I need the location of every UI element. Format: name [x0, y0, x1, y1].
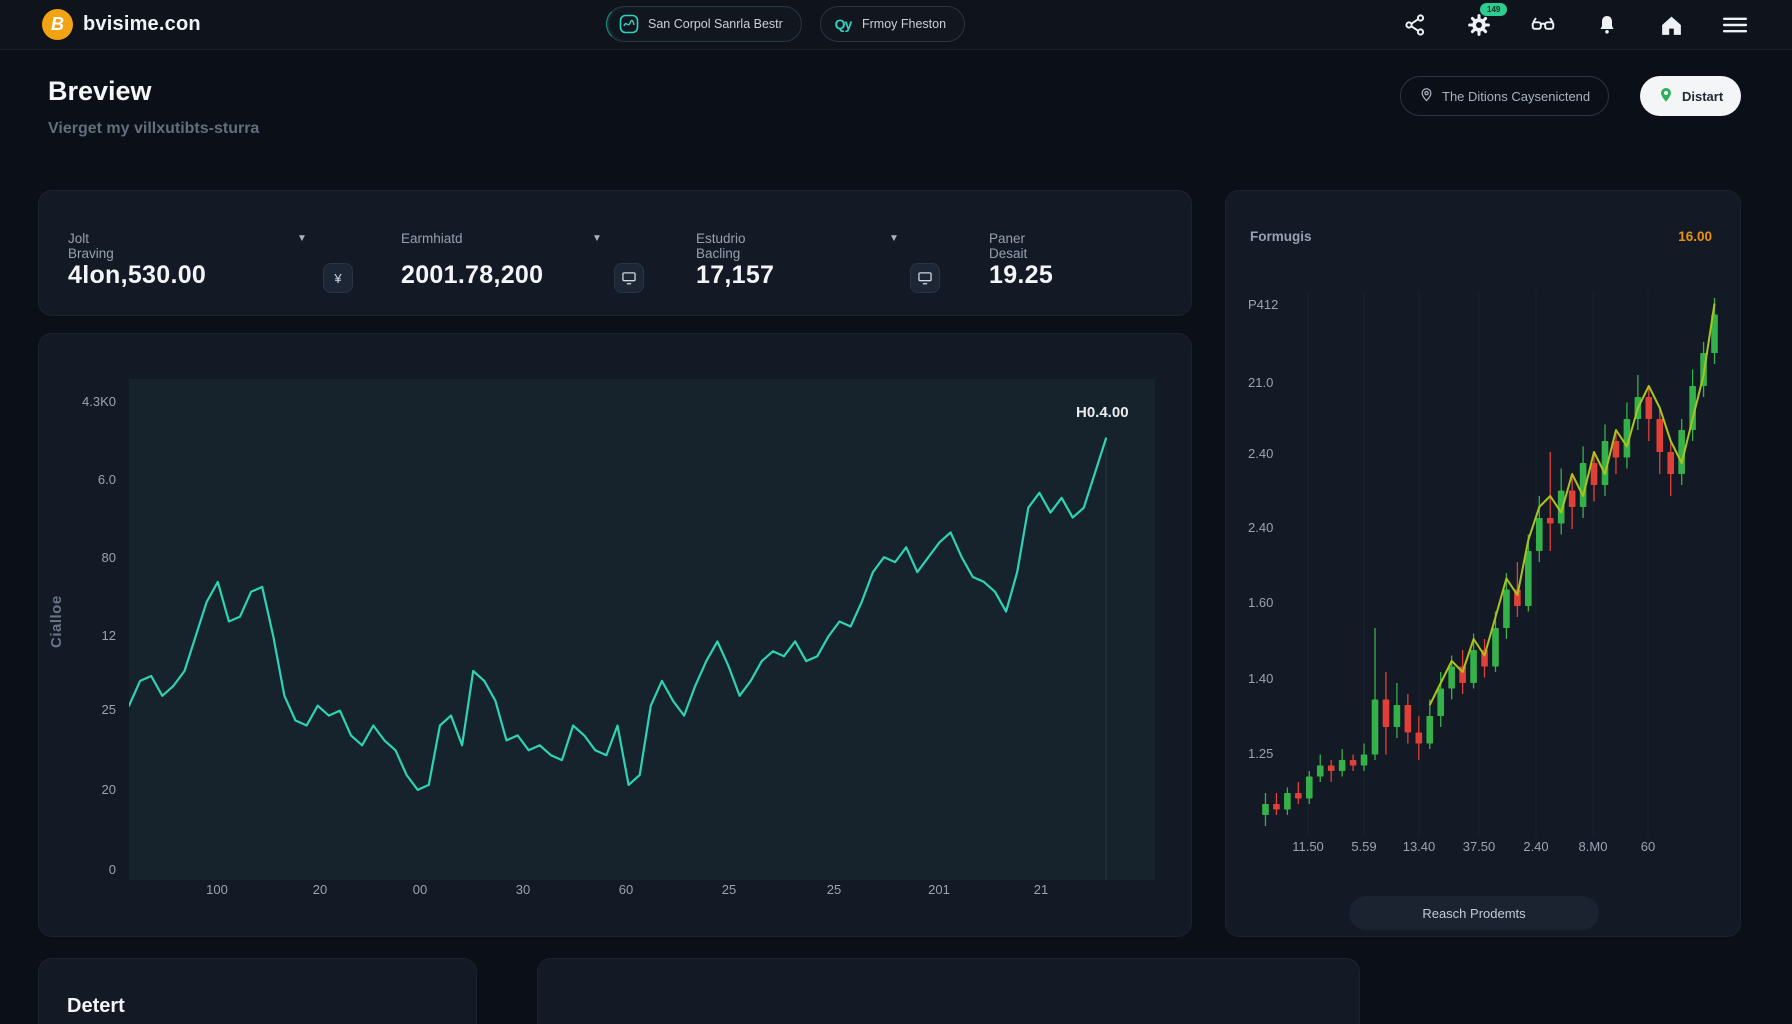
- ditions-button-label: The Ditions Caysenictend: [1442, 88, 1591, 104]
- x-tick: 60: [618, 882, 634, 897]
- distart-button[interactable]: Distart: [1640, 76, 1742, 116]
- y-tick: 0: [108, 862, 116, 877]
- y-tick: 1.60: [1248, 595, 1274, 610]
- chevron-down-icon[interactable]: ▼: [297, 233, 307, 244]
- candlestick-chart: [1262, 291, 1718, 837]
- yen-glyph: ¥: [334, 270, 342, 286]
- x-tick: 2.40: [1523, 839, 1549, 854]
- y-tick: 6.0: [97, 472, 116, 487]
- y-tick: 2.40: [1248, 520, 1274, 535]
- top-nav: B bvisime.con San Corpol Sanrla Bestr Qy…: [0, 0, 1792, 50]
- stat-label: Estudrio Bacling: [696, 231, 746, 261]
- y-tick: 21.0: [1248, 375, 1274, 390]
- stat-value: 19.25: [989, 261, 1054, 289]
- pin-outline-icon: [1419, 87, 1434, 106]
- x-tick: 11.50: [1292, 839, 1324, 854]
- nav-pill-label: San Corpol Sanrla Bestr: [648, 17, 783, 31]
- x-tick: 8.M0: [1578, 839, 1608, 854]
- x-tick: 5.59: [1351, 839, 1377, 854]
- glasses-icon[interactable]: [1530, 12, 1556, 38]
- stats-card: Jolt Braving 4lon,530.00 ▼ ¥ Earmhiatd 2…: [38, 190, 1192, 316]
- page-title: Breview: [48, 76, 152, 106]
- qy-icon: Qy: [834, 16, 853, 32]
- reasch-prodemts-button[interactable]: Reasch Prodemts: [1349, 896, 1599, 930]
- monitor-icon: [622, 271, 636, 284]
- home-icon[interactable]: [1658, 12, 1684, 38]
- monitor-badge[interactable]: [910, 263, 940, 293]
- y-tick: 1.40: [1248, 671, 1274, 686]
- ditions-button[interactable]: The Ditions Caysenictend: [1400, 76, 1610, 116]
- y-tick: 1.25: [1248, 746, 1274, 761]
- y-tick: 20: [101, 782, 116, 797]
- bottom-left-card: Detert: [38, 958, 477, 1024]
- stat-label: Jolt Braving: [68, 231, 114, 261]
- stat-label-wrap: Paner Desait: [989, 231, 1027, 261]
- x-tick: 25: [826, 882, 842, 897]
- stat-label: Paner Desait: [989, 231, 1028, 261]
- stat-dropdown[interactable]: Jolt Braving: [68, 231, 114, 261]
- x-tick: 21: [1033, 882, 1049, 897]
- y-tick: 25: [101, 702, 116, 717]
- nav-pill-label: Frmoy Fheston: [862, 17, 947, 31]
- nav-pill-frmoy[interactable]: Qy Frmoy Fheston: [820, 6, 966, 42]
- scribble-badge-icon: [619, 14, 639, 34]
- y-tick: 80: [101, 550, 116, 565]
- panel-last-price: 16.00: [1678, 229, 1712, 244]
- stat-dropdown[interactable]: Earmhiatd: [401, 231, 463, 246]
- x-tick: 00: [412, 882, 428, 897]
- bottom-card-title: Detert: [67, 995, 125, 1017]
- y-tick: 2.40: [1248, 446, 1274, 461]
- pin-green-icon: [1658, 86, 1674, 107]
- stat-label: Earmhiatd: [401, 231, 463, 246]
- x-tick: 201: [928, 882, 950, 897]
- brand-logo[interactable]: B bvisime.con: [42, 9, 201, 40]
- stat-value: 2001.78,200: [401, 261, 544, 289]
- y-axis-title: Cialloe: [48, 595, 65, 648]
- page-subtitle: Vierget my villxutibts-sturra: [48, 120, 260, 137]
- distart-button-label: Distart: [1682, 88, 1724, 104]
- stat-value: 4lon,530.00: [68, 261, 207, 289]
- monitor-icon: [918, 271, 932, 284]
- nav-pill-san-corpol[interactable]: San Corpol Sanrla Bestr: [606, 6, 802, 42]
- price-line-chart: [129, 379, 1155, 880]
- chevron-down-icon[interactable]: ▼: [592, 233, 602, 244]
- x-tick: 100: [206, 882, 228, 897]
- x-tick: 20: [312, 882, 328, 897]
- stat-value: 17,157: [696, 261, 775, 289]
- x-tick: 13.40: [1402, 839, 1436, 854]
- share-icon[interactable]: [1402, 12, 1428, 38]
- x-tick: 25: [721, 882, 737, 897]
- brand-name: bvisime.con: [83, 13, 201, 35]
- menu-icon[interactable]: [1722, 12, 1748, 38]
- candle-panel: Formugis 16.00 P412 21.0 2.40 2.40 1.60 …: [1225, 190, 1741, 937]
- x-tick: 37.50: [1462, 839, 1496, 854]
- x-tick: 30: [515, 882, 531, 897]
- y-tick: 4.3K0: [82, 394, 116, 409]
- gear-icon[interactable]: 149: [1466, 3, 1508, 38]
- y-tick: 12: [101, 628, 116, 643]
- y-tick: P412: [1248, 297, 1279, 312]
- currency-badge[interactable]: ¥: [323, 263, 353, 293]
- chevron-down-icon[interactable]: ▼: [889, 233, 899, 244]
- panel-title: Formugis: [1250, 229, 1312, 244]
- bitcoin-logo-icon: B: [42, 9, 73, 40]
- bell-icon[interactable]: [1594, 12, 1620, 38]
- stat-dropdown[interactable]: Estudrio Bacling: [696, 231, 746, 261]
- bottom-right-card: [537, 958, 1360, 1024]
- monitor-badge[interactable]: [614, 263, 644, 293]
- gear-badge: 149: [1480, 3, 1508, 16]
- chart-annotation: H0.4.00: [1076, 404, 1129, 421]
- x-tick: 60: [1640, 839, 1656, 854]
